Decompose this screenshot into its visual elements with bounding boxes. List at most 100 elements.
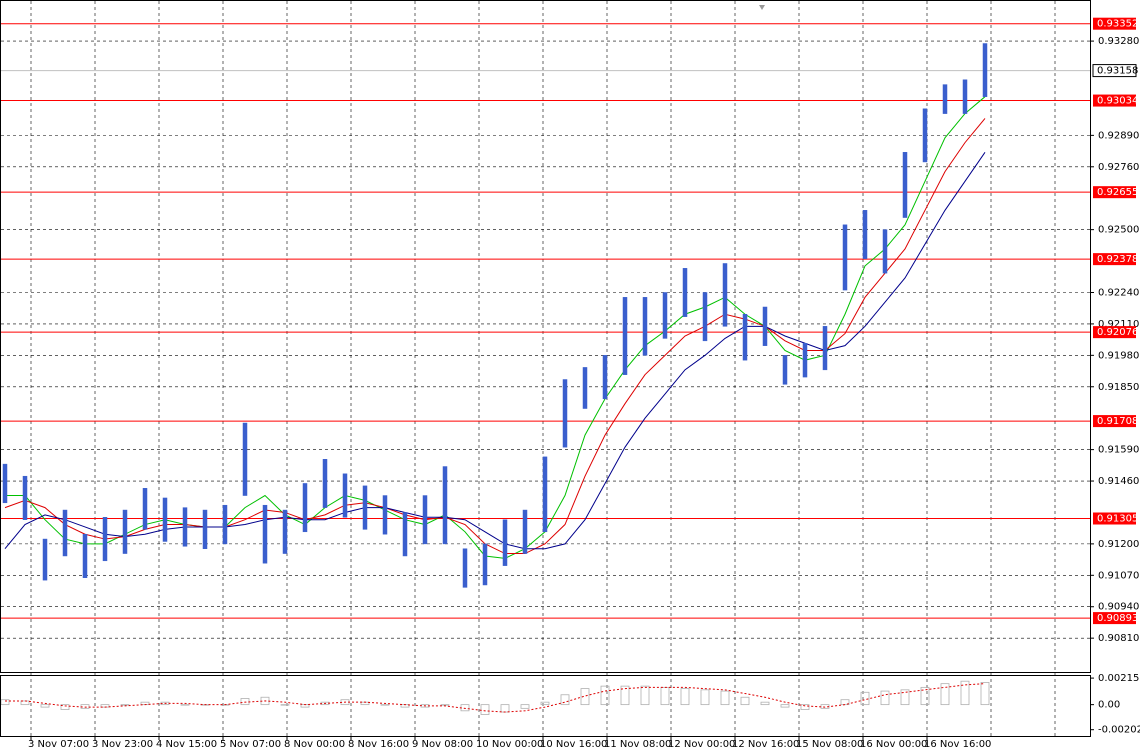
price-bar — [202, 509, 208, 549]
y-tick-label: 0.91590 — [1098, 445, 1139, 456]
price-bar — [302, 483, 308, 533]
price-bar — [462, 548, 468, 588]
x-tick-label: 16 Nov 16:00 — [924, 739, 991, 750]
level-label: 0.90893 — [1097, 613, 1138, 624]
indicator-bar — [120, 704, 130, 706]
price-bar — [642, 297, 648, 356]
x-tick-label: 3 Nov 07:00 — [28, 739, 89, 750]
price-bar — [682, 268, 688, 317]
indicator-bar — [520, 704, 530, 709]
price-bar — [822, 326, 828, 371]
x-tick-label: 12 Nov 16:00 — [732, 739, 799, 750]
indicator-bar — [580, 688, 590, 706]
price-bar — [62, 509, 68, 557]
price-bar — [242, 422, 248, 496]
y-tick-label: 0.91460 — [1098, 476, 1139, 487]
x-tick-label: 11 Nov 08:00 — [604, 739, 671, 750]
level-label: 0.91708 — [1097, 416, 1138, 427]
price-bar — [162, 497, 168, 542]
level-label: 0.93352 — [1097, 19, 1138, 30]
x-tick-label: 10 Nov 00:00 — [476, 739, 543, 750]
plot-layer — [0, 23, 1090, 715]
price-bar — [322, 459, 328, 508]
price-bar — [842, 224, 848, 291]
price-bar — [282, 509, 288, 554]
y-tick-label: 0.91850 — [1098, 382, 1139, 393]
indicator-bar — [740, 696, 750, 706]
indicator-bar — [940, 683, 950, 706]
level-label: 0.92076 — [1097, 327, 1138, 338]
price-bar — [802, 343, 808, 378]
price-bar — [662, 292, 668, 339]
price-bar — [122, 509, 128, 554]
indicator-bar — [880, 690, 890, 706]
price-bar — [522, 509, 528, 554]
indicator-bar — [760, 701, 770, 706]
indicator-bar — [800, 704, 810, 710]
price-bar — [722, 263, 728, 327]
indicator-bar — [680, 688, 690, 706]
x-tick-label: 3 Nov 23:00 — [92, 739, 153, 750]
x-tick-label: 8 Nov 16:00 — [348, 739, 409, 750]
indicator-bar — [700, 689, 710, 706]
indicator-panel-border — [0, 675, 1091, 737]
shift-marker — [759, 5, 765, 10]
y-tick-label: 0.90940 — [1098, 602, 1139, 613]
price-bar — [182, 507, 188, 547]
level-box — [1093, 512, 1136, 525]
indicator-bar — [900, 689, 910, 706]
x-tick-label: 8 Nov 00:00 — [284, 739, 345, 750]
indicator-bar — [560, 694, 570, 706]
main-panel-border — [0, 0, 1091, 673]
indicator-tick-label: 0.00215 — [1098, 673, 1139, 684]
moving-average-line — [4, 118, 986, 555]
level-box — [1093, 17, 1136, 30]
indicator-bar — [540, 701, 550, 706]
price-bar — [902, 152, 908, 218]
x-tick-label: 15 Nov 08:00 — [796, 739, 863, 750]
y-tick-label: 0.92110 — [1098, 319, 1139, 330]
indicator-bar — [60, 704, 70, 710]
x-tick-label: 10 Nov 16:00 — [540, 739, 607, 750]
x-tick-label: 12 Nov 00:00 — [668, 739, 735, 750]
y-tick-label: 0.91070 — [1098, 570, 1139, 581]
indicator-bar — [180, 704, 190, 706]
price-bar — [742, 313, 748, 361]
y-tick-label: 0.92500 — [1098, 225, 1139, 236]
price-bar — [82, 533, 88, 578]
price-bar — [702, 292, 708, 342]
y-tick-label: 0.91200 — [1098, 539, 1139, 550]
level-box — [1093, 612, 1136, 625]
price-bar — [142, 488, 148, 530]
price-bar — [782, 355, 788, 385]
price-bar — [422, 495, 428, 545]
price-bar — [2, 463, 8, 504]
level-box — [1093, 253, 1136, 266]
price-bar — [42, 538, 48, 581]
level-box — [1093, 415, 1136, 428]
indicator-tick-label: -0.002029 — [1098, 725, 1140, 736]
y-tick-label: 0.93280 — [1098, 36, 1139, 47]
price-bar — [102, 517, 108, 562]
price-bar — [622, 297, 628, 375]
indicator-bar — [780, 704, 790, 708]
current-price-label: 0.93158 — [1097, 66, 1138, 77]
price-bar — [542, 456, 548, 533]
price-bar — [502, 519, 508, 566]
moving-average-line — [5, 96, 986, 559]
price-bar — [982, 43, 988, 97]
level-label: 0.92378 — [1097, 254, 1138, 265]
price-bar — [862, 210, 868, 259]
y-tick-label: 0.92890 — [1098, 130, 1139, 141]
x-tick-label: 9 Nov 08:00 — [412, 739, 473, 750]
y-tick-label: 0.91980 — [1098, 350, 1139, 361]
price-bar — [962, 79, 968, 114]
indicator-bar — [920, 686, 930, 706]
level-label: 0.91305 — [1097, 514, 1138, 525]
moving-average-line — [4, 152, 986, 550]
price-bar — [482, 543, 488, 586]
y-tick-label: 0.92240 — [1098, 287, 1139, 298]
level-box — [1093, 186, 1136, 199]
